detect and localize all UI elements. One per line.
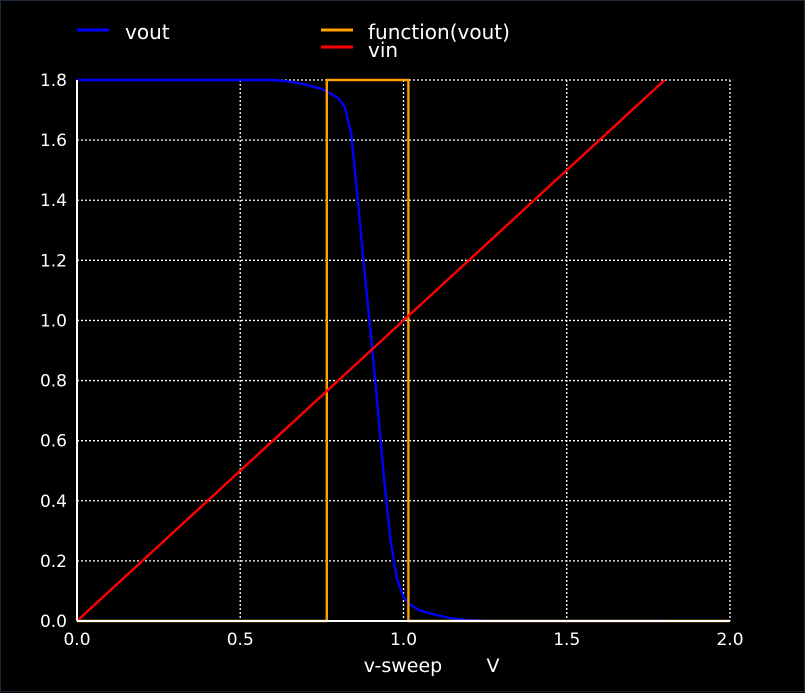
x-axis-unit: V <box>487 655 500 677</box>
y-tick-label: 0.0 <box>40 612 67 632</box>
legend: vout function(vout) vin <box>77 20 510 62</box>
axes <box>76 80 730 622</box>
legend-label-vout: vout <box>125 20 170 44</box>
x-tick-label: 1.0 <box>390 630 417 650</box>
tick-labels: 0.0 0.5 1.0 1.5 2.0 0.0 0.2 0.4 0.6 0.8 1.0 1.2 1.4 1… <box>40 71 744 650</box>
y-tick-label: 0.8 <box>40 372 67 392</box>
grid <box>77 79 731 621</box>
y-tick-label: 0.6 <box>40 432 67 452</box>
x-tick-label: 0.0 <box>63 630 90 650</box>
x-axis-label: v-sweep <box>364 655 442 677</box>
legend-label-vin: vin <box>368 38 398 62</box>
y-tick-label: 1.8 <box>40 71 67 91</box>
y-tick-label: 1.2 <box>40 251 67 271</box>
series-line-vout <box>77 78 665 623</box>
x-tick-label: 1.5 <box>553 630 580 650</box>
y-tick-label: 1.4 <box>40 191 67 211</box>
x-tick-label: 2.0 <box>716 630 743 650</box>
legend-label-function-vout: function(vout) <box>368 20 510 44</box>
y-tick-label: 1.0 <box>40 311 67 331</box>
series-line-vin <box>76 79 666 622</box>
y-tick-label: 1.6 <box>40 131 67 151</box>
y-tick-label: 0.2 <box>40 552 67 572</box>
y-tick-label: 0.4 <box>40 492 67 512</box>
x-tick-label: 0.5 <box>227 630 254 650</box>
